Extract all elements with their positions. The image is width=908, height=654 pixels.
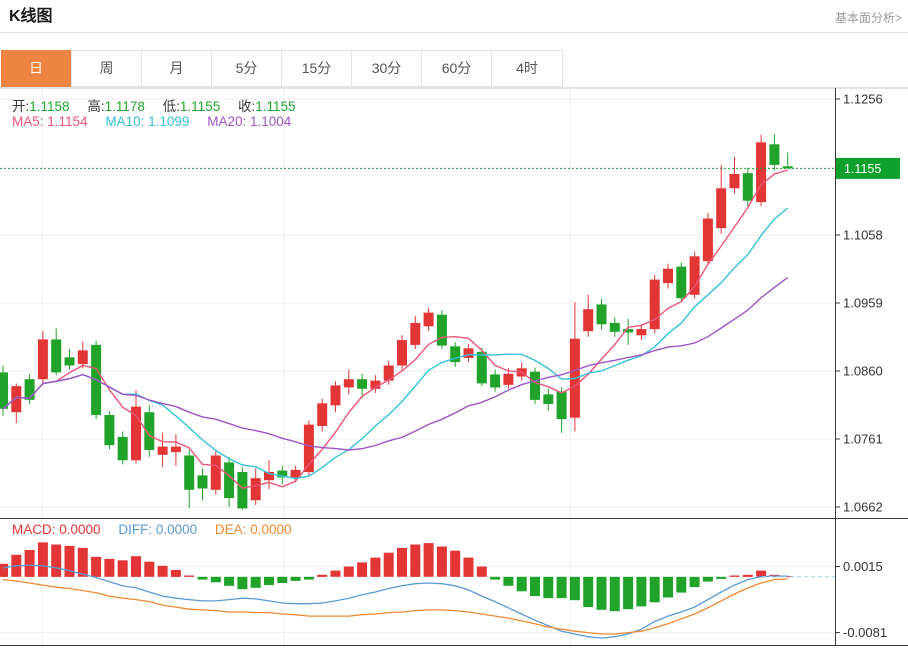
- svg-text:1.0959: 1.0959: [843, 296, 883, 311]
- svg-text:1.0860: 1.0860: [843, 364, 883, 379]
- svg-text:1.1155: 1.1155: [844, 162, 881, 176]
- svg-text:1.1256: 1.1256: [843, 92, 883, 107]
- page-title: K线图: [9, 8, 53, 25]
- tab-5min[interactable]: 5分: [212, 51, 282, 86]
- tab-4hour[interactable]: 4时: [492, 51, 562, 86]
- tab-15min[interactable]: 15分: [282, 51, 352, 86]
- tab-30min[interactable]: 30分: [352, 51, 422, 86]
- fundamental-analysis-link[interactable]: 基本面分析>: [834, 11, 902, 25]
- title-bar: K线图 基本面分析>: [0, 0, 908, 33]
- tab-60min[interactable]: 60分: [422, 51, 492, 86]
- svg-text:1.1058: 1.1058: [843, 228, 883, 243]
- period-tabs: 日 周 月 5分 15分 30分 60分 4时: [1, 50, 563, 87]
- tab-month[interactable]: 月: [142, 51, 212, 86]
- chart-area: 1.1256 1.1058 1.0959 1.0860 1.0761 1.0662 0.00…: [0, 87, 908, 648]
- kline-chart-svg[interactable]: 1.1256 1.1058 1.0959 1.0860 1.0761 1.0662 0.00…: [0, 88, 908, 649]
- svg-text:-0.0081: -0.0081: [843, 625, 887, 640]
- svg-text:1.0761: 1.0761: [843, 432, 883, 447]
- svg-text:0.0015: 0.0015: [843, 559, 883, 574]
- svg-text:1.0662: 1.0662: [843, 500, 883, 515]
- tab-week[interactable]: 周: [72, 51, 142, 86]
- tab-day[interactable]: 日: [1, 50, 72, 87]
